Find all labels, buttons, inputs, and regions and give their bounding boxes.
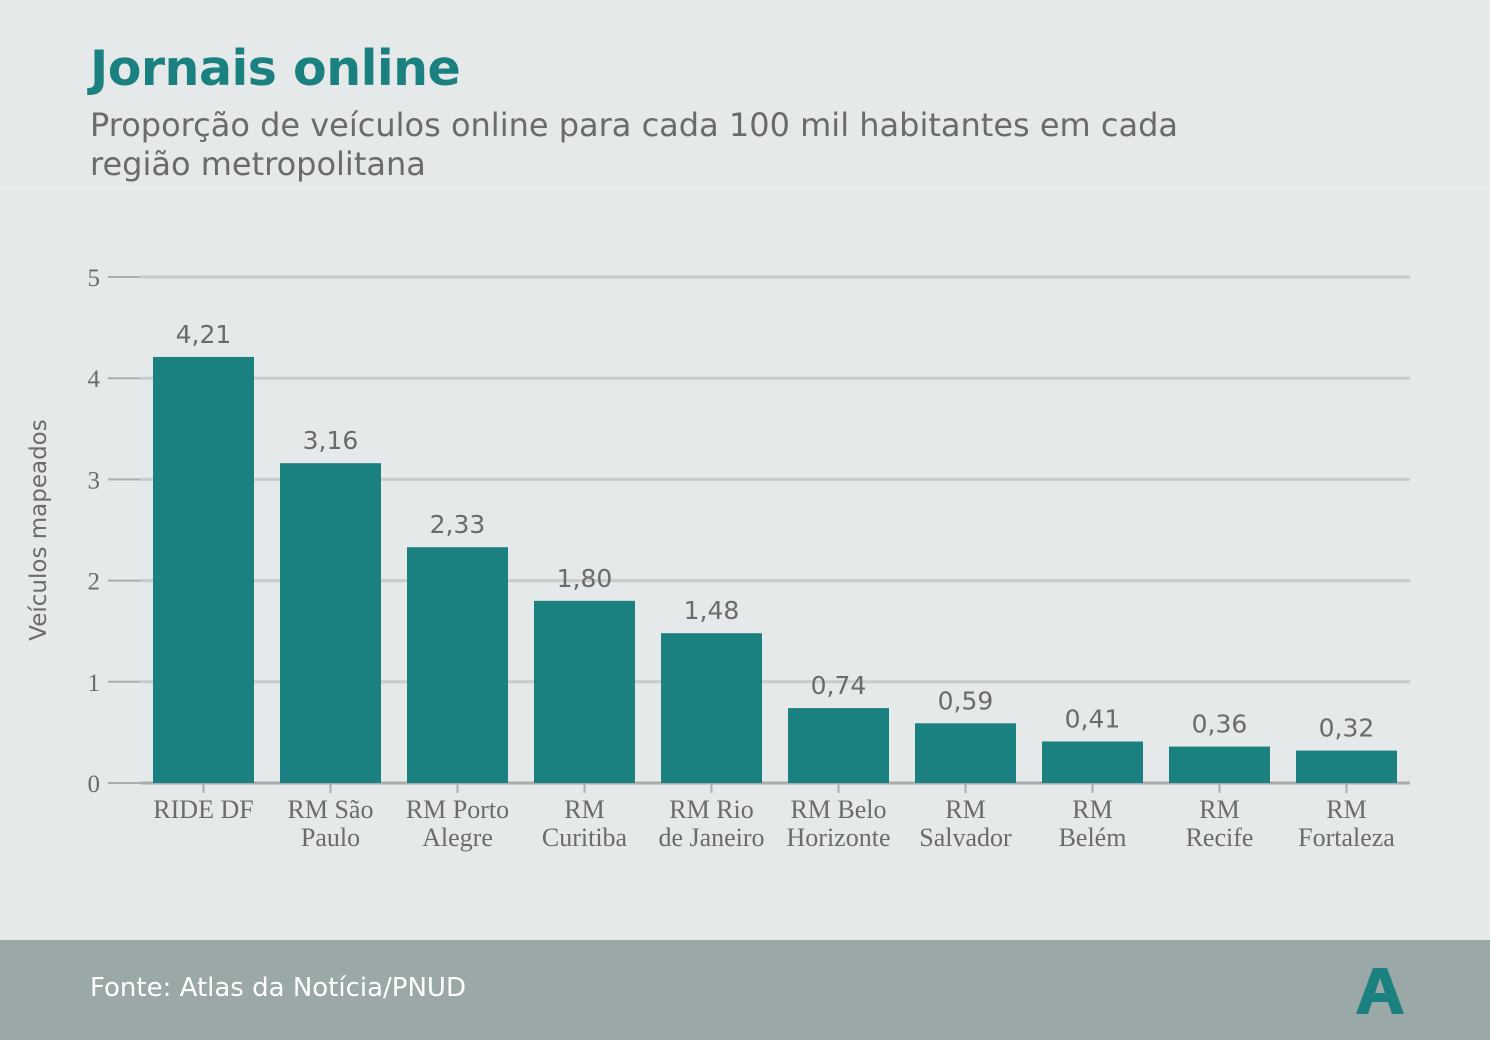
x-tick-label: Alegre [422,823,493,852]
x-tick-label: RM Rio [669,795,754,824]
data-label: 4,21 [176,320,232,349]
x-tick-label: RM [564,795,604,824]
header: Jornais online Proporção de veículos onl… [0,0,1490,188]
bar [407,547,508,783]
x-tick-label: RM Porto [406,795,509,824]
bar [1296,750,1397,783]
bar [788,708,889,783]
atlas-logo-icon [1356,968,1404,1014]
y-tick-label: 5 [88,265,101,292]
footer: Fonte: Atlas da Notícia/PNUD [0,940,1490,1040]
bar [915,723,1016,783]
bar-chart: 0 1 2 3 4 5 4,21 3,16 2,33 1,80 1,48 0,74 0,59 0,41 0… [26,265,1410,852]
x-tick-label: RM [1199,795,1239,824]
data-label: 3,16 [303,426,359,455]
data-label: 1,80 [557,564,613,593]
bar [1042,741,1143,783]
x-tick-label: Horizonte [787,823,891,852]
bar [153,356,254,783]
y-axis-label: Veículos mapeados [26,419,52,640]
value-labels: 4,21 3,16 2,33 1,80 1,48 0,74 0,59 0,41 0,36 0,32 [176,320,1375,743]
x-tick-label: RM [945,795,985,824]
x-tick-label: Recife [1186,823,1254,852]
chart-title: Jornais online [90,40,461,97]
y-tick-label: 3 [88,467,101,494]
y-tick-label: 4 [88,366,101,393]
bar [1169,746,1270,783]
x-tick-label: Paulo [301,823,360,852]
x-tick-label: RM [1072,795,1112,824]
x-tick-label: RIDE DF [153,795,253,824]
x-tick-label: Belém [1059,823,1127,852]
data-label: 0,59 [938,686,994,715]
data-label: 2,33 [430,510,486,539]
chart-subtitle: Proporção de veículos online para cada 1… [90,106,1179,183]
x-tick-label: Fortaleza [1298,823,1395,852]
x-tick-label: Salvador [919,823,1012,852]
data-label: 0,74 [811,671,867,700]
bar [280,463,381,783]
y-tick-label: 0 [88,771,101,798]
x-tick-label: RM [1326,795,1366,824]
data-label: 0,36 [1192,710,1248,739]
data-label: 0,32 [1319,714,1375,743]
y-tick-label: 2 [88,569,101,596]
x-tick-label: RM Belo [790,795,886,824]
y-axis-ticks: 0 1 2 3 4 5 [88,265,101,798]
source-note: Fonte: Atlas da Notícia/PNUD [90,973,466,1003]
x-tick-label: Curitiba [542,823,628,852]
x-tick-label: RM São [288,795,374,824]
y-tick-label: 1 [88,670,101,697]
bar [661,633,762,783]
bar [534,600,635,783]
data-label: 0,41 [1065,705,1121,734]
bars [153,356,1397,783]
data-label: 1,48 [684,596,740,625]
x-tick-label: de Janeiro [658,823,764,852]
